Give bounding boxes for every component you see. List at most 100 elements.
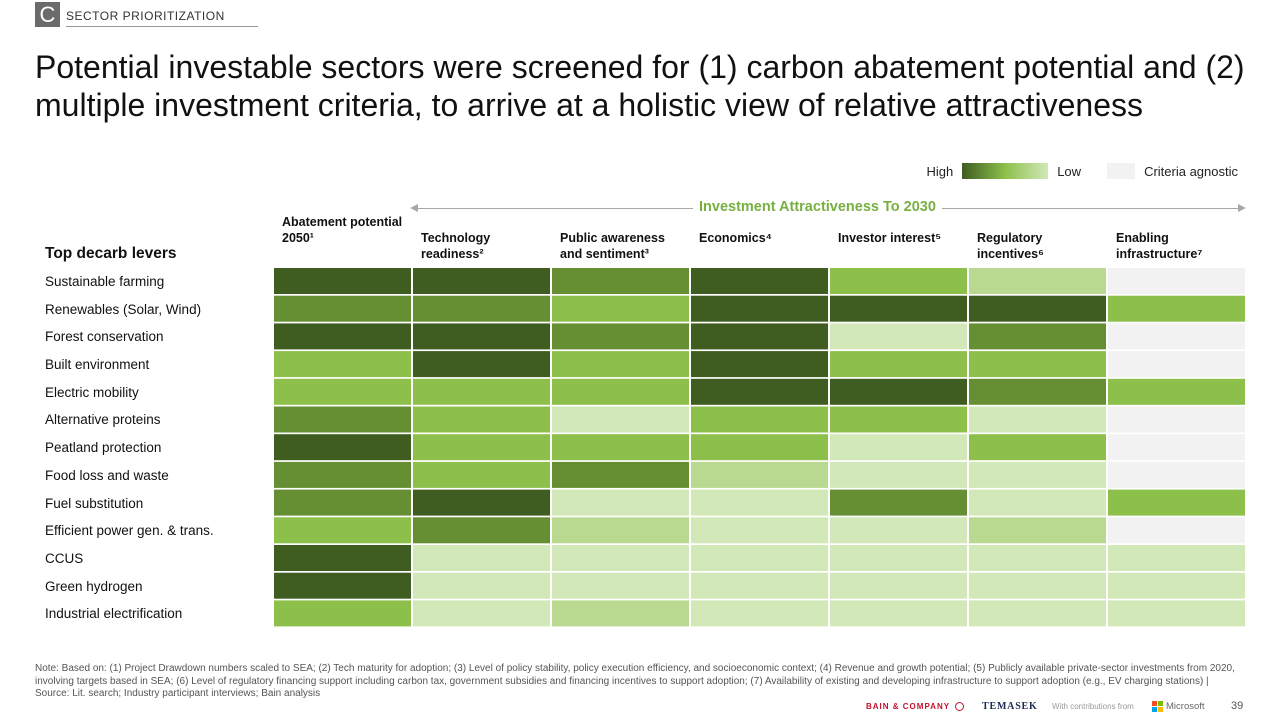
legend-agnostic-label: Criteria agnostic xyxy=(1144,163,1238,179)
heatmap-cell-r5-technology xyxy=(413,406,550,433)
heatmap-cell-r8-economics xyxy=(691,489,828,516)
bain-ring-icon xyxy=(955,701,965,711)
microsoft-logo: Microsoft xyxy=(1152,699,1205,713)
heatmap-cell-r12-investor-interest xyxy=(830,600,967,627)
heatmap-cell-r7-economics xyxy=(691,461,828,488)
attractiveness-label: Investment Attractiveness To 2030 xyxy=(693,199,942,215)
heatmap-cell-r9-public-awareness xyxy=(552,517,689,544)
heatmap-cell-r7-infrastructure xyxy=(1108,461,1245,488)
heatmap-cell-r3-abatement xyxy=(274,351,411,378)
legend: High Low Criteria agnostic xyxy=(926,162,1238,180)
heatmap-cell-r5-infrastructure xyxy=(1108,406,1245,433)
heatmap-cell-r1-infrastructure xyxy=(1108,295,1245,322)
heatmap-cell-r5-regulatory xyxy=(969,406,1106,433)
heatmap-cell-r10-regulatory xyxy=(969,545,1106,571)
heatmap-cell-r7-investor-interest xyxy=(830,461,967,488)
heatmap-cell-r12-regulatory xyxy=(969,600,1106,627)
legend-agnostic-swatch xyxy=(1107,163,1136,179)
heatmap-cell-r4-technology xyxy=(413,378,550,405)
heatmap-cell-r1-technology xyxy=(413,295,550,322)
heatmap-cell-r6-investor-interest xyxy=(830,434,967,461)
heatmap-cell-r1-regulatory xyxy=(969,295,1106,322)
heatmap-cell-r1-abatement xyxy=(274,295,411,322)
col-header-investor-interest: Investor interest⁵ xyxy=(838,231,942,245)
heatmap-cell-r3-economics xyxy=(691,351,828,378)
heatmap-cell-r11-infrastructure xyxy=(1108,572,1245,599)
heatmap-cell-r12-abatement xyxy=(274,600,411,627)
heatmap-cell-r0-regulatory xyxy=(969,268,1106,294)
heatmap-cell-r12-technology xyxy=(413,600,550,627)
col-header-regulatory: Regulatory incentives⁶ xyxy=(977,231,1044,261)
heatmap-cell-r0-technology xyxy=(413,268,550,294)
heatmap-cell-r11-regulatory xyxy=(969,572,1106,599)
heatmap-cell-r9-investor-interest xyxy=(830,517,967,544)
heatmap-cell-r2-abatement xyxy=(274,323,411,350)
row-label-built-environment: Built environment xyxy=(45,357,150,372)
heatmap-cell-r12-economics xyxy=(691,600,828,627)
heatmap-cell-r9-technology xyxy=(413,517,550,544)
heatmap-cell-r0-investor-interest xyxy=(830,268,967,294)
row-label-electric-mobility: Electric mobility xyxy=(45,385,139,400)
heatmap-cell-r6-regulatory xyxy=(969,434,1106,461)
row-label-green-hydrogen: Green hydrogen xyxy=(45,579,143,594)
heatmap-cell-r3-public-awareness xyxy=(552,351,689,378)
col-header-infrastructure: Enabling infrastructure⁷ xyxy=(1116,231,1203,261)
col-header-public-awareness: Public awareness and sentiment³ xyxy=(560,231,665,261)
heatmap-cell-r0-public-awareness xyxy=(552,268,689,294)
heatmap-cell-r5-economics xyxy=(691,406,828,433)
row-label-ccus: CCUS xyxy=(45,551,84,566)
heatmap-cell-r9-abatement xyxy=(274,517,411,544)
legend-high-label: High xyxy=(926,163,954,179)
attractiveness-arrow: Investment Attractiveness To 2030 xyxy=(410,198,1246,218)
heatmap-cell-r12-infrastructure xyxy=(1108,600,1245,627)
heatmap-cell-r4-regulatory xyxy=(969,378,1106,405)
page-number: 39 xyxy=(1231,700,1244,712)
heatmap-cell-r11-public-awareness xyxy=(552,572,689,599)
col-header-economics: Economics⁴ xyxy=(699,231,772,245)
heatmap-cell-r1-public-awareness xyxy=(552,295,689,322)
heatmap-cell-r8-technology xyxy=(413,489,550,516)
section-label: SECTOR PRIORITIZATION xyxy=(66,5,258,27)
heatmap-cell-r5-investor-interest xyxy=(830,406,967,433)
legend-low-label: Low xyxy=(1057,163,1082,179)
heatmap-cell-r4-abatement xyxy=(274,378,411,405)
heatmap-cell-r10-abatement xyxy=(274,545,411,571)
heatmap-cell-r7-public-awareness xyxy=(552,461,689,488)
heatmap-cell-r4-investor-interest xyxy=(830,378,967,405)
heatmap-cell-r11-economics xyxy=(691,572,828,599)
heatmap-cell-r3-investor-interest xyxy=(830,351,967,378)
heatmap-cell-r6-infrastructure xyxy=(1108,434,1245,461)
heatmap-cell-r8-investor-interest xyxy=(830,489,967,516)
heatmap-cell-r2-economics xyxy=(691,323,828,350)
legend-gradient-swatch xyxy=(962,163,1049,179)
temasek-logo: TEMASEK xyxy=(982,700,1038,712)
heatmap-cell-r10-infrastructure xyxy=(1108,545,1245,571)
bain-logo: BAIN & COMPANY xyxy=(866,699,965,713)
section-letter: C xyxy=(35,2,60,27)
row-label-efficient-power: Efficient power gen. & trans. xyxy=(45,523,214,538)
heatmap-cell-r11-investor-interest xyxy=(830,572,967,599)
heatmap-cell-r8-regulatory xyxy=(969,489,1106,516)
microsoft-wordmark: Microsoft xyxy=(1166,700,1205,712)
heatmap-cell-r11-technology xyxy=(413,572,550,599)
row-label-food-loss: Food loss and waste xyxy=(45,468,169,483)
heatmap-cell-r8-public-awareness xyxy=(552,489,689,516)
footnote: Note: Based on: (1) Project Drawdown num… xyxy=(35,663,1235,699)
col-header-technology: Technology readiness² xyxy=(421,231,491,261)
section-tag: C SECTOR PRIORITIZATION xyxy=(35,2,258,27)
contributions-label: With contributions from xyxy=(1052,701,1134,711)
row-label-alternative-proteins: Alternative proteins xyxy=(45,412,161,427)
heatmap-cell-r6-abatement xyxy=(274,434,411,461)
heatmap-cell-r3-technology xyxy=(413,351,550,378)
heatmap-cell-r9-infrastructure xyxy=(1108,517,1245,544)
slide-title: Potential investable sectors were screen… xyxy=(35,49,1245,123)
heatmap-cell-r5-abatement xyxy=(274,406,411,433)
heatmap-cell-r10-economics xyxy=(691,545,828,571)
heatmap-cell-r1-economics xyxy=(691,295,828,322)
arrow-left-icon xyxy=(410,204,418,212)
heatmap-cell-r1-investor-interest xyxy=(830,295,967,322)
row-label-peatland-protection: Peatland protection xyxy=(45,440,162,455)
heatmap-cell-r5-public-awareness xyxy=(552,406,689,433)
heatmap-cell-r7-technology xyxy=(413,461,550,488)
microsoft-grid-icon xyxy=(1152,700,1163,712)
